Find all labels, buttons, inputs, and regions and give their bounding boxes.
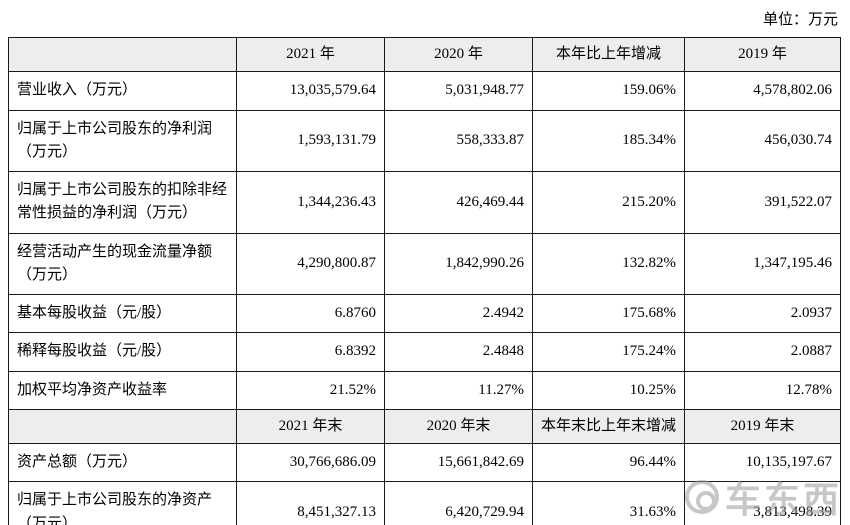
cell-value: 96.44%: [532, 442, 685, 483]
cell-value: 175.24%: [532, 332, 685, 372]
header-cell-2021: 2021 年: [236, 36, 385, 73]
cell-value: 456,030.74: [684, 109, 841, 172]
table-row: 归属于上市公司股东的净利润（万元） 1,593,131.79 558,333.8…: [8, 109, 841, 172]
table-row: 经营活动产生的现金流量净额（万元） 4,290,800.87 1,842,990…: [8, 232, 841, 295]
cell-value: 30,766,686.09: [236, 442, 385, 483]
header-cell-yoy-change: 本年比上年增减: [532, 36, 685, 73]
cell-value: 2.4942: [384, 293, 533, 334]
row-label-diluted-eps: 稀释每股收益（元/股）: [8, 332, 237, 372]
cell-value: 10,135,197.67: [684, 442, 841, 483]
row-label-net-profit-excl-nonrecurring: 归属于上市公司股东的扣除非经常性损益的净利润（万元）: [8, 171, 237, 234]
row-label-revenue: 营业收入（万元）: [8, 71, 237, 111]
cell-value: 426,469.44: [384, 171, 533, 234]
row-label-operating-cash-flow: 经营活动产生的现金流量净额（万元）: [8, 232, 237, 295]
cell-value: 6,420,729.94: [384, 481, 533, 525]
table-row: 稀释每股收益（元/股） 6.8392 2.4848 175.24% 2.0887: [8, 332, 841, 372]
cell-value: 159.06%: [532, 71, 685, 111]
table-row: 归属于上市公司股东的扣除非经常性损益的净利润（万元） 1,344,236.43 …: [8, 171, 841, 234]
cell-value: 3,813,498.39: [684, 481, 841, 525]
cell-value: 11.27%: [384, 370, 533, 410]
table-row: 加权平均净资产收益率 21.52% 11.27% 10.25% 12.78%: [8, 370, 841, 410]
table-row: 基本每股收益（元/股） 6.8760 2.4942 175.68% 2.0937: [8, 293, 841, 334]
cell-value: 6.8392: [236, 332, 385, 372]
cell-value: 10.25%: [532, 370, 685, 410]
table-row: 资产总额（万元） 30,766,686.09 15,661,842.69 96.…: [8, 442, 841, 483]
cell-value: 12.78%: [684, 370, 841, 410]
cell-value: 5,031,948.77: [384, 71, 533, 111]
row-label-net-profit: 归属于上市公司股东的净利润（万元）: [8, 109, 237, 172]
cell-value: 1,593,131.79: [236, 109, 385, 172]
cell-value: 13,035,579.64: [236, 71, 385, 111]
cell-value: 215.20%: [532, 171, 685, 234]
row-label-weighted-avg-roe: 加权平均净资产收益率: [8, 370, 237, 410]
header-cell-blank: [8, 408, 237, 445]
header-cell-2020-end: 2020 年末: [384, 408, 533, 445]
cell-value: 391,522.07: [684, 171, 841, 234]
cell-value: 21.52%: [236, 370, 385, 410]
cell-value: 175.68%: [532, 293, 685, 334]
table-header-row-year-end: 2021 年末 2020 年末 本年末比上年末增减 2019 年末: [8, 408, 841, 445]
cell-value: 2.0937: [684, 293, 841, 334]
row-label-total-assets: 资产总额（万元）: [8, 442, 237, 483]
table-row: 归属于上市公司股东的净资产（万元） 8,451,327.13 6,420,729…: [8, 481, 841, 525]
cell-value: 15,661,842.69: [384, 442, 533, 483]
cell-value: 1,842,990.26: [384, 232, 533, 295]
table-header-row-annual: 2021 年 2020 年 本年比上年增减 2019 年: [8, 36, 841, 73]
cell-value: 185.34%: [532, 109, 685, 172]
table-row: 营业收入（万元） 13,035,579.64 5,031,948.77 159.…: [8, 71, 841, 111]
financial-summary-table: 2021 年 2020 年 本年比上年增减 2019 年 营业收入（万元） 13…: [8, 36, 841, 525]
header-cell-2020: 2020 年: [384, 36, 533, 73]
cell-value: 31.63%: [532, 481, 685, 525]
row-label-basic-eps: 基本每股收益（元/股）: [8, 293, 237, 334]
cell-value: 2.0887: [684, 332, 841, 372]
cell-value: 6.8760: [236, 293, 385, 334]
cell-value: 558,333.87: [384, 109, 533, 172]
header-cell-2021-end: 2021 年末: [236, 408, 385, 445]
unit-label: 单位：万元: [762, 12, 838, 28]
cell-value: 1,347,195.46: [684, 232, 841, 295]
cell-value: 1,344,236.43: [236, 171, 385, 234]
header-cell-blank: [8, 36, 237, 73]
cell-value: 4,578,802.06: [684, 71, 841, 111]
cell-value: 4,290,800.87: [236, 232, 385, 295]
header-cell-2019: 2019 年: [684, 36, 841, 73]
cell-value: 2.4848: [384, 332, 533, 372]
cell-value: 132.82%: [532, 232, 685, 295]
header-cell-2019-end: 2019 年末: [684, 408, 841, 445]
header-cell-year-end-change: 本年末比上年末增减: [532, 408, 685, 445]
cell-value: 8,451,327.13: [236, 481, 385, 525]
row-label-net-assets: 归属于上市公司股东的净资产（万元）: [8, 481, 237, 525]
